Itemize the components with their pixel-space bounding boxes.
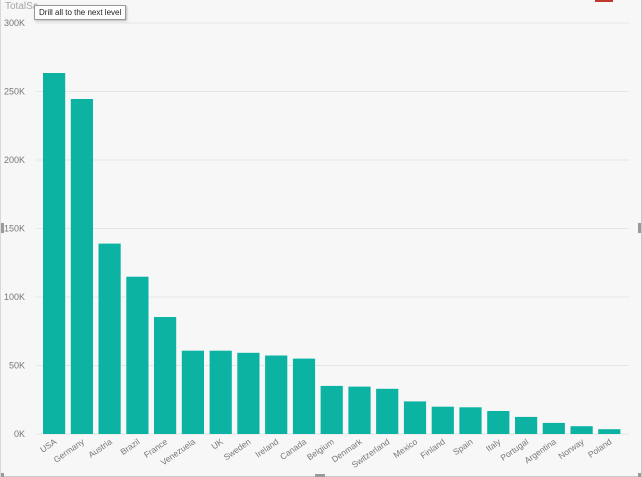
x-tick-label: Spain bbox=[451, 436, 475, 457]
resize-handle-right[interactable] bbox=[638, 223, 641, 233]
x-tick-label: Finland bbox=[418, 436, 447, 460]
y-tick-label: 100K bbox=[4, 292, 25, 302]
bar-belgium[interactable] bbox=[320, 385, 343, 434]
y-tick-label: 150K bbox=[4, 224, 25, 234]
resize-handle-bottom-right[interactable] bbox=[638, 473, 641, 477]
bar-mexico[interactable] bbox=[403, 401, 427, 434]
y-tick-label: 250K bbox=[4, 87, 25, 97]
bar-italy[interactable] bbox=[487, 411, 510, 434]
bar-venezuela[interactable] bbox=[181, 350, 204, 434]
y-tick-label: 300K bbox=[4, 18, 25, 28]
x-tick-label: Austria bbox=[86, 436, 114, 460]
bar-germany[interactable] bbox=[70, 99, 93, 434]
bar-brazil[interactable] bbox=[126, 276, 149, 434]
gridlines bbox=[36, 22, 629, 435]
resize-handle-left[interactable] bbox=[1, 223, 4, 233]
bar-spain[interactable] bbox=[459, 407, 482, 434]
x-tick-label: Ireland bbox=[253, 436, 280, 459]
y-tick-label: 50K bbox=[9, 361, 25, 371]
bar-argentina[interactable] bbox=[542, 422, 565, 434]
x-tick-label: Italy bbox=[484, 436, 503, 454]
x-tick-label: Poland bbox=[586, 436, 614, 460]
x-tick-label: Argentina bbox=[522, 436, 558, 465]
y-axis-ticks: 0K 50K 100K 150K 200K 250K 300K bbox=[4, 18, 25, 439]
x-tick-label: Canada bbox=[278, 436, 308, 461]
resize-handle-bottom[interactable] bbox=[315, 474, 325, 477]
x-tick-label: Brazil bbox=[118, 436, 141, 456]
bar-usa[interactable] bbox=[43, 73, 66, 434]
bar-ireland[interactable] bbox=[265, 355, 288, 435]
resize-handle-bottom-left[interactable] bbox=[1, 473, 4, 477]
bar-austria[interactable] bbox=[98, 243, 121, 434]
bar-canada[interactable] bbox=[292, 358, 316, 434]
bar-uk[interactable] bbox=[209, 350, 232, 434]
bar-portugal[interactable] bbox=[515, 416, 538, 434]
bars bbox=[43, 73, 621, 435]
drill-tooltip: Drill all to the next level bbox=[34, 5, 127, 20]
y-tick-label: 200K bbox=[4, 155, 25, 165]
x-tick-label: Sweden bbox=[222, 436, 253, 462]
bar-switzerland[interactable] bbox=[376, 388, 399, 434]
bar-denmark[interactable] bbox=[348, 386, 371, 434]
bar-poland[interactable] bbox=[598, 429, 621, 434]
bar-sweden[interactable] bbox=[237, 352, 260, 434]
selection-indicator bbox=[595, 0, 613, 2]
x-tick-label: Germany bbox=[52, 436, 87, 465]
y-tick-label: 0K bbox=[14, 429, 25, 439]
visual-title: TotalSa bbox=[5, 1, 39, 12]
x-tick-label: UK bbox=[209, 436, 225, 451]
bar-france[interactable] bbox=[154, 317, 177, 434]
x-tick-label: USA bbox=[38, 436, 58, 454]
bar-norway[interactable] bbox=[570, 426, 593, 434]
x-tick-label: Norway bbox=[556, 436, 586, 461]
x-tick-label: Mexico bbox=[391, 436, 419, 460]
bar-finland[interactable] bbox=[431, 406, 454, 434]
